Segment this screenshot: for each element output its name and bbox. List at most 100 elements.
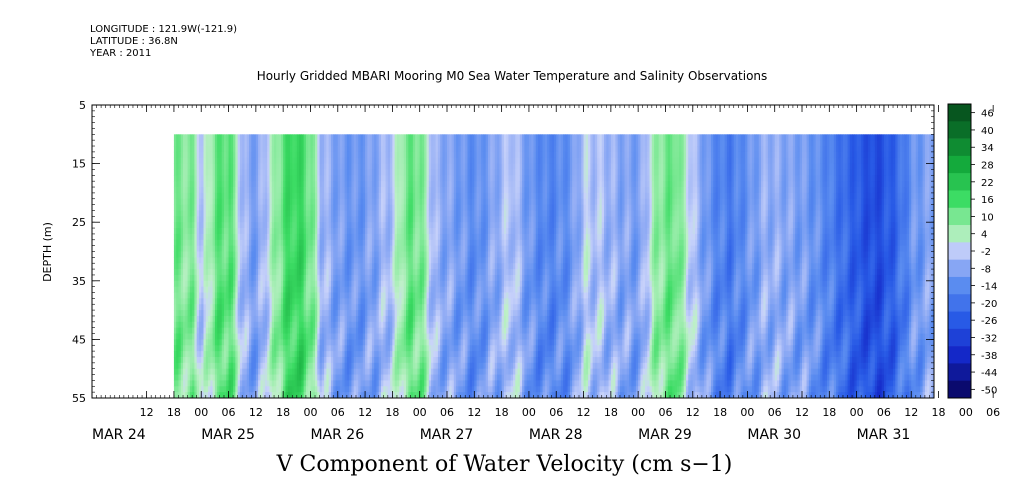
heatmap-cell [192,140,195,147]
heatmap-cell [267,157,270,164]
heatmap-cell [226,257,229,264]
heatmap-cell [408,187,411,194]
heatmap-cell [210,210,214,217]
heatmap-cell [315,233,318,241]
heatmap-cell [387,351,391,358]
heatmap-cell [287,192,291,200]
heatmap-cell [189,298,193,305]
heatmap-cell [246,292,250,299]
heatmap-cell [214,163,218,170]
heatmap-cell [192,310,195,317]
heatmap-cell [351,333,355,340]
heatmap-cell [337,333,341,340]
heatmap-cell [421,204,425,211]
heatmap-cell [180,362,184,370]
heatmap-cell [369,175,373,182]
heatmap-cell [294,257,298,264]
heatmap-cell [292,286,295,293]
heatmap-cell [237,392,241,398]
heatmap-cell [253,187,257,194]
heatmap-cell [351,298,355,305]
heatmap-cell [333,292,336,299]
heatmap-cell [276,339,280,346]
heatmap-cell [424,245,427,252]
heatmap-cell [285,362,289,370]
heatmap-cell [362,187,366,194]
heatmap-cell [292,374,295,381]
heatmap-cell [294,274,298,282]
heatmap-cell [210,192,214,200]
heatmap-cell [299,204,302,211]
heatmap-cell [381,181,384,188]
heatmap-cell [251,374,254,381]
heatmap-cell [228,315,232,323]
heatmap-cell [201,263,204,270]
heatmap-cell [228,298,232,305]
heatmap-cell [303,140,307,147]
heatmap-cell [180,380,184,387]
heatmap-cell [415,187,418,194]
heatmap-cell [223,339,227,346]
heatmap-cell [305,274,309,282]
heatmap-cell [219,374,223,381]
heatmap-cell [262,315,266,323]
heatmap-cell [394,187,398,194]
heatmap-cell [399,175,402,182]
heatmap-cell [421,286,425,293]
heatmap-cell [371,192,375,200]
heatmap-cell [244,327,248,334]
heatmap-cell [260,157,264,164]
heatmap-cell [321,192,325,200]
heatmap-cell [333,368,336,375]
heatmap-cell [305,228,309,235]
heatmap-cell [390,292,393,299]
heatmap-cell [387,280,391,288]
heatmap-cell [289,163,293,170]
heatmap-cell [344,181,348,188]
heatmap-cell [319,304,323,311]
heatmap-cell [260,146,264,153]
heatmap-cell [312,339,316,346]
heatmap-cell [233,280,236,288]
heatmap-cell [176,327,179,334]
heatmap-cell [198,339,202,346]
heatmap-cell [198,187,202,194]
heatmap-cell [349,339,352,346]
heatmap-cell [321,187,325,194]
heatmap-cell [415,140,418,147]
heatmap-cell [246,181,250,188]
heatmap-cell [328,321,332,329]
heatmap-cell [362,269,366,276]
heatmap-cell [310,374,314,381]
heatmap-cell [383,140,386,147]
heatmap-cell [223,386,227,393]
heatmap-cell [330,292,334,299]
heatmap-cell [376,269,380,276]
heatmap-cell [412,210,416,217]
heatmap-cell [274,339,277,346]
heatmap-cell [383,351,386,358]
heatmap-cell [228,286,232,293]
heatmap-cell [349,368,352,375]
heatmap-cell [394,362,398,370]
heatmap-cell [239,181,243,188]
heatmap-cell [180,146,184,153]
heatmap-cell [249,298,252,305]
heatmap-cell [217,163,220,170]
heatmap-cell [212,292,216,299]
heatmap-cell [178,345,182,352]
heatmap-cell [303,245,307,252]
heatmap-cell [315,263,318,270]
heatmap-cell [317,251,320,258]
heatmap-cell [319,157,323,164]
heatmap-cell [342,304,345,311]
heatmap-cell [337,298,341,305]
heatmap-cell [376,280,380,288]
heatmap-cell [365,345,368,352]
heatmap-cell [401,151,405,159]
heatmap-cell [253,333,257,340]
heatmap-cell [205,181,209,188]
heatmap-cell [210,327,214,334]
heatmap-cell [301,239,305,247]
heatmap-cell [269,333,273,340]
